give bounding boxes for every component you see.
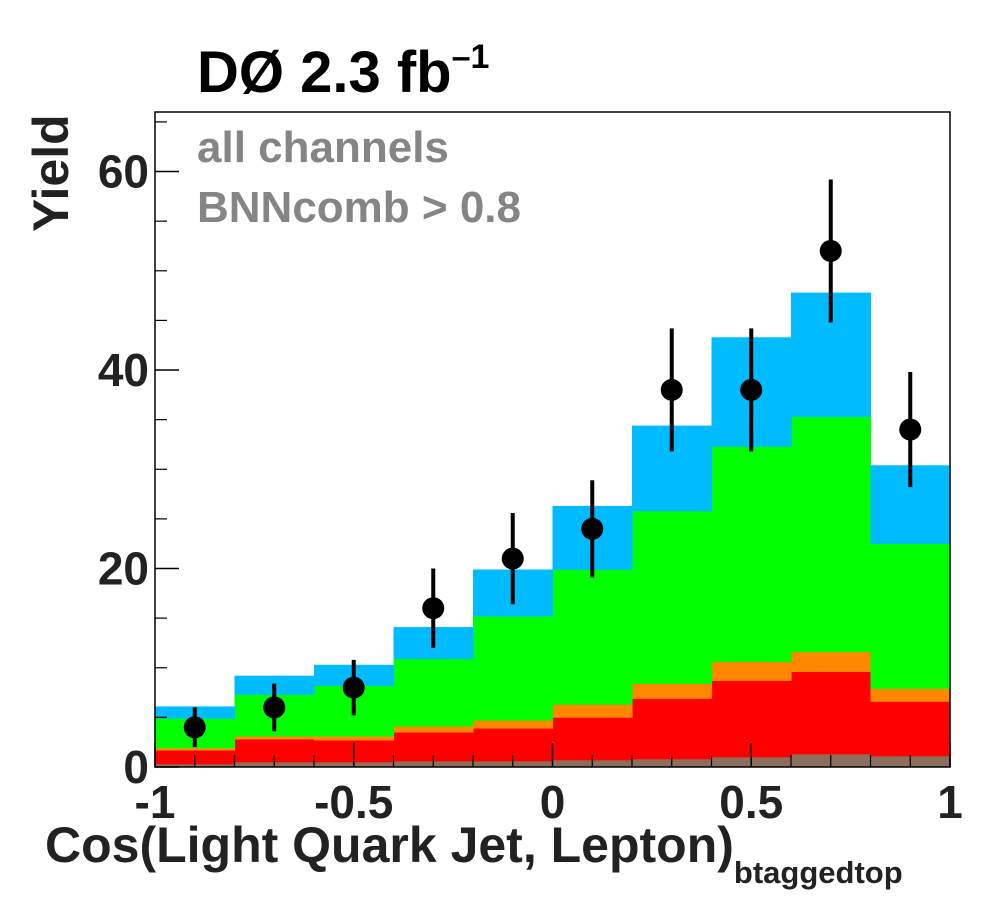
- y-tick-label: 60: [98, 146, 149, 198]
- axis-ticks: 0 20 40 60 -1 -0.5 0 0.5 1: [98, 121, 963, 828]
- hist-bar-orange-bin-4: [393, 726, 474, 733]
- data-point: [183, 716, 206, 739]
- data-point: [501, 547, 524, 570]
- y-tick-label: 40: [98, 344, 149, 396]
- hist-bar-orange-bin-3: [314, 736, 395, 741]
- x-axis-label: Cos(Light Quark Jet, Lepton)btaggedtop: [45, 817, 903, 890]
- hist-bar-orange-bin-1: [155, 748, 236, 751]
- hist-bar-red-bin-6: [552, 717, 633, 761]
- hist-bar-red-bin-2: [234, 739, 315, 763]
- data-point: [899, 418, 922, 441]
- annotation-channels: all channels: [197, 123, 449, 172]
- hist-bar-orange-bin-10: [870, 688, 951, 702]
- chart-title-superscript: –1: [452, 38, 490, 76]
- hist-bar-orange-bin-5: [473, 720, 554, 729]
- x-tick-label: -1: [135, 776, 176, 828]
- hist-bar-green-bin-4: [393, 658, 474, 727]
- hist-bar-orange-bin-2: [234, 736, 315, 740]
- hist-bar-green-bin-5: [473, 616, 554, 721]
- hist-bar-red-bin-10: [870, 701, 951, 757]
- hist-bar-orange-bin-7: [632, 683, 713, 699]
- data-point: [422, 597, 445, 620]
- chart-title: DØ 2.3 fb–1: [197, 38, 489, 105]
- data-point: [581, 517, 604, 540]
- hist-bar-green-bin-6: [552, 569, 633, 705]
- hist-bar-green-bin-9: [791, 416, 872, 653]
- data-point: [740, 378, 763, 401]
- hist-bar-orange-bin-9: [791, 651, 872, 673]
- hist-bar-red-bin-9: [791, 671, 872, 755]
- hist-bar-orange-bin-8: [711, 661, 792, 681]
- y-tick-label: 0: [123, 741, 149, 793]
- x-tick-label: 0: [540, 776, 566, 828]
- y-axis-label: Yield: [23, 114, 79, 232]
- x-tick-label: 0.5: [719, 776, 783, 828]
- hist-bar-green-bin-7: [632, 510, 713, 684]
- chart-title-main: DØ 2.3 fb: [197, 40, 452, 105]
- data-point: [819, 239, 842, 262]
- hist-bar-red-bin-7: [632, 698, 713, 760]
- hist-bar-green-bin-10: [870, 543, 951, 689]
- x-tick-label: -0.5: [314, 776, 393, 828]
- x-axis-label-main: Cos(Light Quark Jet, Lepton): [45, 817, 734, 873]
- x-tick-label: 1: [937, 776, 963, 828]
- data-point: [342, 676, 365, 699]
- data-point: [660, 378, 683, 401]
- data-points: [183, 179, 922, 748]
- annotation-cut: BNNcomb > 0.8: [197, 183, 521, 232]
- y-tick-label: 20: [98, 543, 149, 595]
- x-axis-label-subscript: btaggedtop: [734, 855, 903, 890]
- hist-bar-orange-bin-6: [552, 704, 633, 718]
- data-point: [263, 696, 286, 719]
- hist-bar-green-bin-8: [711, 446, 792, 663]
